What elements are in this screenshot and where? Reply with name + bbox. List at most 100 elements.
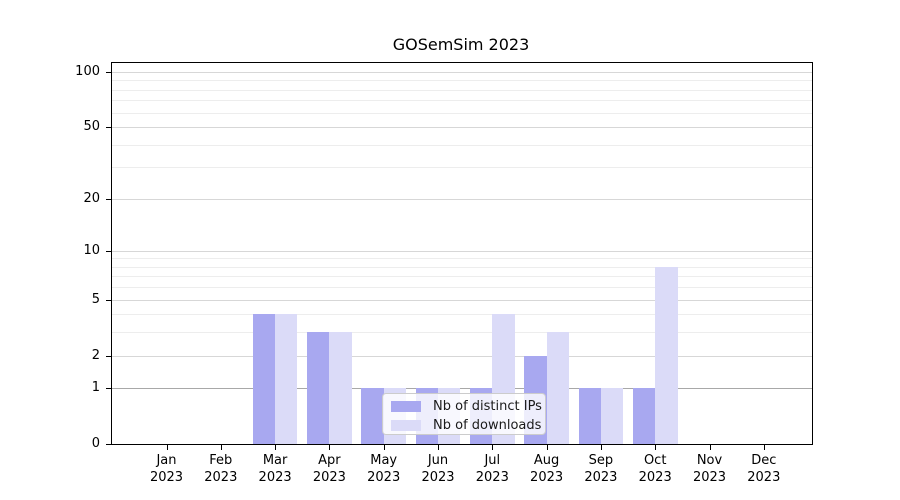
legend: Nb of distinct IPs Nb of downloads	[382, 393, 546, 435]
x-tick-label-month: Dec	[751, 453, 777, 468]
y-tick-mark	[106, 127, 111, 129]
x-tick-label-year: 2023	[312, 470, 346, 485]
y-gridline-minor	[112, 144, 812, 146]
legend-swatch-downloads	[391, 419, 421, 431]
x-tick-label-year: 2023	[638, 470, 672, 485]
y-gridline-major	[112, 299, 812, 301]
x-tick-mark	[220, 445, 222, 450]
y-gridline-major	[112, 72, 812, 73]
x-tick-label-month: Feb	[209, 453, 233, 468]
y-tick-label: 20	[83, 190, 100, 206]
x-tick-mark	[600, 445, 602, 450]
x-tick-label: Sep 2023	[573, 452, 629, 486]
x-tick-label-year: 2023	[747, 470, 781, 485]
x-tick-mark	[383, 445, 385, 450]
x-tick-label-month: Jul	[484, 453, 501, 468]
x-tick-mark	[546, 445, 548, 450]
x-tick-label: Apr 2023	[301, 452, 357, 486]
bar-downloads	[600, 388, 624, 444]
bar-downloads	[655, 266, 678, 444]
x-tick-label-year: 2023	[258, 470, 292, 485]
y-gridline-major	[112, 355, 812, 357]
x-tick-label: Aug 2023	[519, 452, 575, 486]
y-gridline-major	[112, 388, 812, 390]
y-gridline-minor	[112, 167, 812, 169]
y-tick-mark	[106, 72, 111, 73]
bar-distinct-ips	[252, 314, 276, 444]
x-tick-label-year: 2023	[530, 470, 564, 485]
y-tick-mark	[106, 444, 111, 445]
y-tick-label: 0	[91, 436, 100, 451]
x-tick-mark	[763, 445, 765, 450]
y-gridline-minor	[112, 266, 812, 268]
bar-distinct-ips	[307, 332, 330, 444]
y-gridline-minor	[112, 89, 812, 91]
x-tick-label-year: 2023	[692, 470, 727, 485]
x-tick-mark	[275, 445, 277, 450]
y-tick-mark	[106, 355, 111, 357]
bar-distinct-ips	[361, 388, 384, 444]
x-tick-mark	[709, 445, 711, 450]
x-tick-label: Dec 2023	[736, 452, 792, 486]
x-tick-label: May 2023	[356, 452, 412, 486]
y-tick-label: 1	[91, 380, 100, 396]
y-gridline-major	[112, 250, 812, 252]
x-tick-label-year: 2023	[367, 470, 401, 485]
x-tick-label-month: Jan	[156, 453, 177, 468]
x-tick-label-month: Nov	[696, 453, 723, 468]
x-tick-mark	[438, 445, 439, 450]
x-tick-mark	[492, 445, 494, 450]
y-tick-mark	[106, 299, 111, 301]
y-gridline-minor	[112, 112, 812, 114]
x-tick-label-year: 2023	[584, 470, 618, 485]
x-tick-label-month: Aug	[533, 453, 560, 468]
legend-swatch-distinct-ips	[391, 400, 421, 412]
legend-label-downloads: Nb of downloads	[433, 417, 542, 433]
legend-row-distinct-ips: Nb of distinct IPs	[391, 398, 542, 414]
y-tick-mark	[106, 388, 111, 390]
x-tick-label-year: 2023	[421, 470, 455, 485]
y-tick-label: 5	[91, 291, 100, 307]
y-gridline-major	[112, 198, 812, 200]
x-tick-label: Jul 2023	[464, 452, 520, 486]
y-gridline-minor	[112, 80, 812, 82]
y-tick-label: 10	[83, 242, 100, 258]
y-tick-mark	[106, 250, 111, 252]
x-tick-label: Mar 2023	[247, 452, 303, 486]
x-tick-label-month: May	[370, 453, 398, 468]
y-tick-label: 100	[75, 64, 100, 79]
x-tick-label-month: Apr	[318, 453, 341, 468]
bar-downloads	[275, 314, 298, 444]
y-gridline-minor	[112, 258, 812, 260]
x-tick-label-month: Oct	[643, 453, 667, 468]
x-tick-label: Feb 2023	[193, 452, 249, 486]
x-tick-label-year: 2023	[149, 470, 184, 485]
bar-downloads	[546, 332, 569, 444]
plot-area	[111, 62, 813, 445]
x-tick-mark	[655, 445, 657, 450]
chart-title: GOSemSim 2023	[392, 35, 530, 54]
x-tick-label-year: 2023	[475, 470, 509, 485]
x-tick-label-month: Jun	[427, 453, 449, 468]
y-gridline-minor	[112, 276, 812, 278]
bar-distinct-ips	[632, 388, 656, 444]
y-tick-label: 50	[83, 119, 100, 135]
x-tick-label: Jun 2023	[410, 452, 466, 486]
bar-downloads	[329, 332, 352, 444]
x-tick-label: Jan 2023	[139, 452, 195, 486]
legend-label-distinct-ips: Nb of distinct IPs	[433, 398, 542, 414]
y-gridline-minor	[112, 287, 812, 289]
y-tick-label: 2	[91, 347, 100, 363]
y-gridline-minor	[112, 314, 812, 316]
y-tick-mark	[106, 198, 111, 200]
legend-row-downloads: Nb of downloads	[391, 417, 541, 433]
y-gridline-major	[112, 127, 812, 129]
x-tick-label: Nov 2023	[682, 452, 738, 486]
x-tick-label-year: 2023	[204, 470, 238, 485]
y-gridline-minor	[112, 332, 812, 334]
x-tick-mark	[329, 445, 331, 450]
x-tick-mark	[166, 445, 168, 450]
y-gridline-minor	[112, 100, 812, 102]
x-tick-label-month: Sep	[588, 453, 614, 468]
